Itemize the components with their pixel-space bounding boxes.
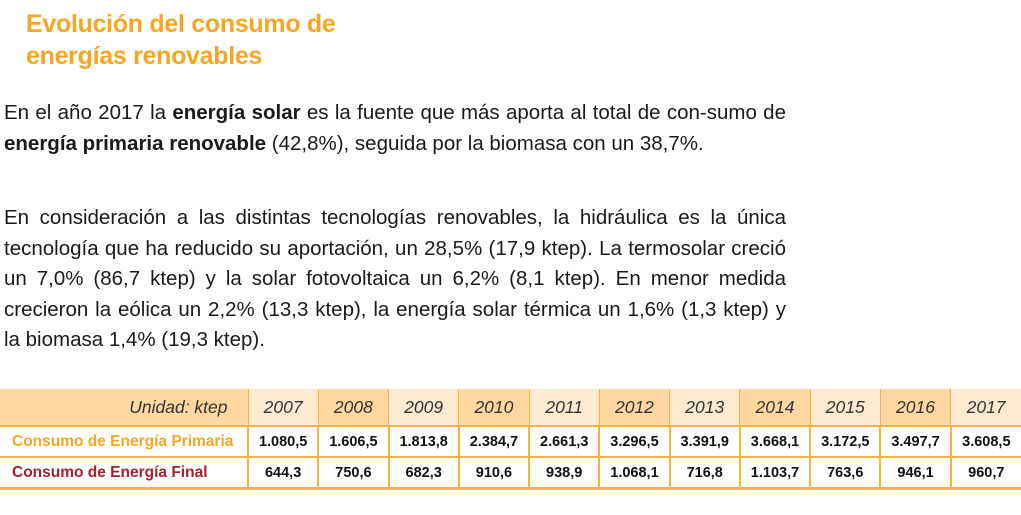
year-header: 2016 bbox=[880, 389, 952, 426]
year-header: 2014 bbox=[739, 389, 811, 426]
year-header: 2015 bbox=[810, 389, 881, 426]
table-cell: 644,3 bbox=[248, 457, 320, 489]
paragraph-technologies: En consideración a las distintas tecnolo… bbox=[4, 206, 786, 351]
table-cell: 3.296,5 bbox=[599, 426, 671, 457]
bold-energia-solar: energía solar bbox=[172, 101, 301, 124]
table-cell: 3.497,7 bbox=[880, 426, 952, 457]
table-cell: 2.384,7 bbox=[458, 426, 531, 457]
year-header: 2008 bbox=[318, 389, 390, 426]
text: En el año 2017 la bbox=[4, 101, 173, 124]
table-cell: 960,7 bbox=[968, 464, 1005, 481]
table-cell: 1.813,8 bbox=[388, 426, 460, 457]
consumption-table: Unidad: ktep 2007 2008 2009 2010 2011 20… bbox=[0, 389, 1021, 490]
table-cell: 3.172,5 bbox=[810, 426, 882, 457]
title-line-2: energías renovables bbox=[26, 42, 263, 70]
table-cell: 938,9 bbox=[529, 457, 601, 489]
table-cell: 3.391,9 bbox=[669, 426, 741, 457]
year-header: 2011 bbox=[529, 389, 600, 426]
table-cell: 1.080,5 bbox=[248, 426, 320, 457]
section-title: Evolución del consumo de energías renova… bbox=[26, 8, 336, 72]
year-header: 2007 bbox=[248, 389, 319, 426]
year-header: 2012 bbox=[599, 389, 671, 426]
paragraph-solar: En el año 2017 la energía solar es la fu… bbox=[4, 98, 786, 159]
row-label: Consumo de Energía Final bbox=[0, 457, 249, 489]
text: es la fuente que más aporta al total de … bbox=[300, 101, 786, 124]
table-row-primaria: Consumo de Energía Primaria 1.080,5 1.60… bbox=[0, 426, 1021, 457]
text: (42,8%), seguida por la biomasa con un 3… bbox=[266, 131, 704, 155]
table-cell: 1.068,1 bbox=[599, 457, 671, 489]
table-cell: 682,3 bbox=[388, 457, 460, 489]
table-cell: 716,8 bbox=[669, 457, 741, 489]
table-cell: 1.606,5 bbox=[318, 426, 390, 457]
year-header: 2017 bbox=[950, 389, 1021, 426]
title-line-1: Evolución del consumo de bbox=[26, 10, 336, 38]
year-header: 2010 bbox=[458, 389, 530, 426]
bold-energia-primaria: energía primaria renovable bbox=[4, 131, 267, 155]
table-cell: 750,6 bbox=[318, 457, 390, 489]
table-row-final: Consumo de Energía Final 644,3 750,6 682… bbox=[0, 457, 1021, 489]
table-cell: 763,6 bbox=[810, 457, 882, 489]
year-header: 2009 bbox=[388, 389, 460, 426]
row-label: Consumo de Energía Primaria bbox=[0, 426, 249, 457]
table-cell: 3.668,1 bbox=[739, 426, 812, 457]
table-cell: 910,6 bbox=[458, 457, 531, 489]
table-cell: 2.661,3 bbox=[529, 426, 601, 457]
unit-label: Unidad: ktep bbox=[0, 389, 249, 426]
year-header: 2013 bbox=[669, 389, 741, 426]
table-cell: 946,1 bbox=[880, 457, 952, 489]
table-cell: 1.103,7 bbox=[739, 457, 812, 489]
table-header-row: Unidad: ktep 2007 2008 2009 2010 2011 20… bbox=[0, 389, 1021, 426]
table-cell: 3.608,5 bbox=[962, 433, 1011, 450]
